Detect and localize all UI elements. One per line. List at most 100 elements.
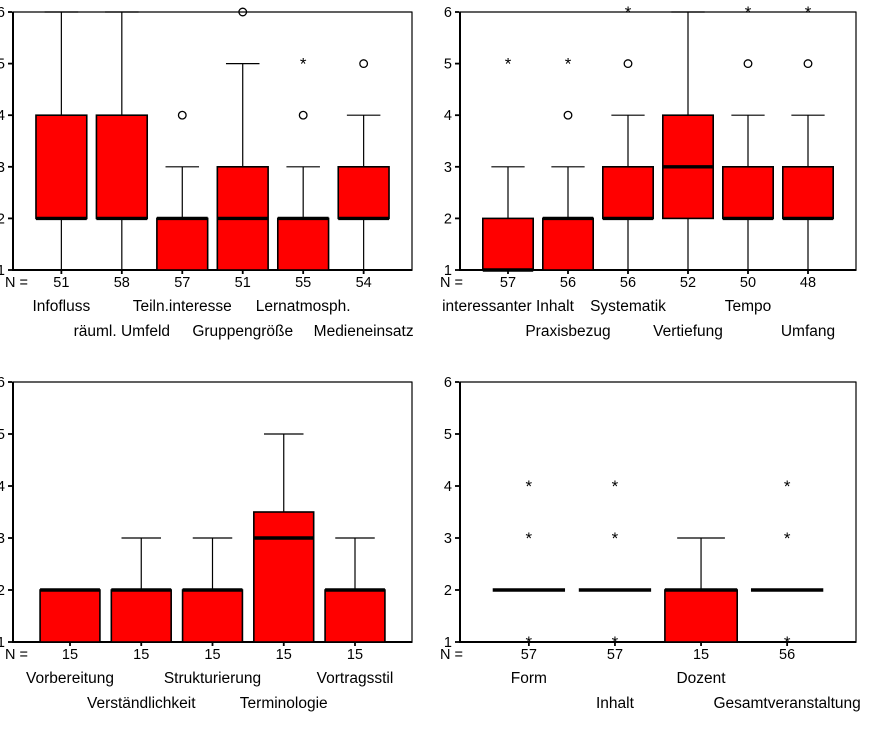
boxplot-1: * * * (578, 477, 652, 652)
n-value: 15 (204, 647, 220, 663)
box (35, 114, 88, 220)
box (39, 589, 101, 643)
category-label: Gesamtveranstaltung (713, 695, 860, 712)
n-value: 56 (620, 275, 636, 291)
y-tick-label: 1 (0, 263, 5, 279)
boxplot-0 (39, 588, 101, 643)
extreme-icon: * (784, 477, 791, 496)
n-value: 51 (53, 275, 69, 291)
category-label: räuml. Umfeld (74, 323, 170, 340)
boxplot-2 (664, 537, 739, 643)
n-value: 15 (62, 647, 78, 663)
n-prefix-label: N = (5, 275, 28, 291)
outlier-icon (623, 59, 633, 69)
category-label: Systematik (590, 298, 666, 315)
boxplot-4: * (721, 3, 774, 271)
y-tick-label: 5 (0, 427, 5, 443)
extreme-icon: * (612, 529, 619, 548)
extreme-icon: * (526, 529, 533, 548)
boxplot-3 (662, 11, 715, 271)
n-prefix-label: N = (440, 275, 463, 291)
box (110, 589, 172, 643)
y-tick-label: 4 (0, 108, 5, 124)
outlier-icon (359, 59, 369, 69)
category-label: Infofluss (32, 298, 90, 315)
boxplot-2 (156, 110, 209, 271)
n-value: 56 (560, 275, 576, 291)
n-value: 58 (114, 275, 130, 291)
category-label: Gruppengröße (192, 323, 293, 340)
n-value: 57 (521, 647, 537, 663)
boxplot-3: * * * (750, 477, 824, 652)
n-value: 15 (347, 647, 363, 663)
extreme-icon: * (745, 3, 752, 22)
n-value: 57 (607, 647, 623, 663)
y-tick-label: 6 (444, 375, 452, 391)
y-tick-label: 1 (0, 635, 5, 651)
extreme-icon: * (805, 3, 812, 22)
boxplot-3 (216, 7, 269, 271)
y-tick-label: 6 (0, 5, 5, 21)
n-value: 51 (235, 275, 251, 291)
box (337, 166, 390, 220)
extreme-icon: * (612, 633, 619, 652)
extreme-icon: * (505, 55, 512, 74)
box (276, 217, 330, 271)
n-value: 52 (680, 275, 696, 291)
extreme-icon: * (625, 3, 632, 22)
boxplot-4 (324, 537, 386, 643)
box (781, 166, 834, 220)
y-tick-label: 2 (0, 583, 5, 599)
box (95, 114, 149, 220)
y-tick-label: 1 (444, 635, 452, 651)
y-tick-label: 3 (0, 160, 5, 176)
y-tick-label: 5 (444, 427, 452, 443)
category-label: Verständlichkeit (87, 695, 196, 712)
extreme-icon: * (526, 633, 533, 652)
category-label: Lernatmosph. (256, 298, 351, 315)
outlier-icon (238, 7, 248, 17)
extreme-icon: * (300, 55, 307, 74)
category-label: Teiln.interesse (133, 298, 232, 315)
y-tick-label: 3 (0, 531, 5, 547)
category-label: Strukturierung (164, 670, 261, 687)
extreme-icon: * (784, 529, 791, 548)
category-label: Terminologie (240, 695, 328, 712)
extreme-icon: * (784, 633, 791, 652)
box (481, 217, 535, 271)
boxplot-1 (110, 537, 172, 643)
box (542, 217, 595, 271)
category-label: Dozent (676, 670, 726, 687)
y-tick-label: 4 (0, 479, 5, 495)
category-label: Medieneinsatz (314, 323, 414, 340)
extreme-icon: * (612, 477, 619, 496)
n-value: 50 (740, 275, 756, 291)
y-tick-label: 6 (444, 5, 452, 21)
boxplot-panel-bottom-left: 1 2 3 4 5 6 N = 15 Vorbereitung 15 Verständlichkei… (0, 375, 413, 712)
box (324, 589, 386, 643)
y-tick-label: 5 (444, 57, 452, 73)
category-label: Vertiefung (653, 323, 723, 340)
y-tick-label: 5 (0, 57, 5, 73)
boxplot-panel-top-left: 1 2 3 4 5 6 N = 51 Infofluss 58 räuml. Umfeld 57 Tei… (0, 5, 414, 340)
n-prefix-label: N = (5, 647, 28, 663)
outlier-icon (298, 110, 308, 120)
category-label: Vorbereitung (26, 670, 114, 687)
y-tick-label: 1 (444, 263, 452, 279)
n-value: 55 (295, 275, 311, 291)
box (721, 166, 774, 220)
y-tick-label: 6 (0, 375, 5, 391)
category-label: Vortragsstil (317, 670, 394, 687)
y-tick-label: 3 (444, 160, 452, 176)
n-prefix-label: N = (440, 647, 463, 663)
boxplot-1 (95, 11, 149, 271)
box (181, 589, 244, 643)
boxplot-3 (253, 433, 315, 643)
y-tick-label: 3 (444, 531, 452, 547)
outlier-icon (177, 110, 187, 120)
boxplot-4: * (276, 55, 330, 271)
y-tick-label: 4 (444, 479, 452, 495)
n-value: 57 (500, 275, 516, 291)
n-value: 15 (276, 647, 292, 663)
